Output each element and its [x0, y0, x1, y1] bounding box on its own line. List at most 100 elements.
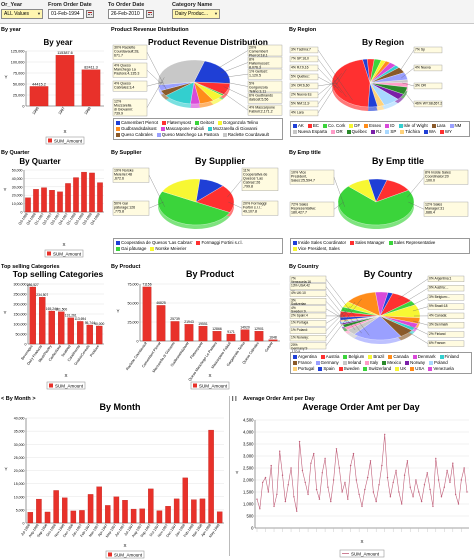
to-date-value: 26-Feb-2010: [111, 11, 140, 17]
data-point: [401, 503, 403, 505]
callout-line: [333, 201, 344, 210]
legend-item: OR: [331, 129, 343, 135]
y-tick-label: 4,500: [243, 418, 254, 423]
bar: [216, 511, 223, 524]
callout-label: 4% Lara: [291, 110, 304, 114]
x-tick-label: Jul-1996: [20, 523, 31, 536]
callout-label: 0% Argentina:1: [429, 276, 452, 280]
legend-swatch: [195, 120, 199, 125]
callout-label: 9% Austria:...: [429, 286, 449, 290]
legend-label: Isle of Wight: [403, 123, 428, 128]
product-revenue-legend: Camembert Pierrot Fløtemysost Geitost Gorgo…: [113, 118, 283, 140]
legend-item: Queso Manchego La Pastora: [156, 132, 219, 138]
legend-swatch: [322, 123, 327, 128]
callout-line: [317, 73, 342, 105]
legend-item: Lara: [431, 123, 446, 129]
data-label: 46825: [156, 301, 166, 305]
chart-title: By year: [44, 38, 73, 47]
legend-item: WY: [439, 129, 452, 135]
callout-label: 1% Portuga: [291, 321, 308, 325]
data-point: [398, 491, 400, 493]
data-point: [463, 467, 465, 469]
data-point: [313, 452, 315, 455]
legend-swatch: [293, 123, 297, 128]
bar: [81, 171, 87, 213]
data-point: [270, 464, 272, 467]
pie-slice: [348, 179, 377, 203]
chart-title: By Month: [100, 402, 141, 412]
legend-item: Fløtemysost: [162, 120, 191, 126]
callout-label: 3% Switzerlan: [291, 299, 306, 307]
legend-label: Cooperativa de Quesos 'Las Cabras': [121, 240, 193, 245]
callout-line: [404, 329, 429, 344]
nav-arrows[interactable]: | |: [232, 396, 237, 402]
data-point: [332, 479, 335, 481]
legend-swatch: [47, 251, 51, 256]
data-point: [324, 457, 326, 460]
panel-by-region: By Region By Region 3% Táchira:7 7% SP:16,…: [288, 27, 474, 145]
legend-label: Fløtemysost: [167, 120, 191, 125]
to-date-label: To Order Date: [108, 2, 145, 8]
panel-title: By Region: [289, 27, 317, 33]
data-label: 25739: [170, 317, 180, 321]
or-year-select[interactable]: ALL Values ▼: [1, 9, 43, 19]
callout-label: 30% Raclette Courdavault:28, 671.7: [114, 46, 139, 58]
callout-line: [412, 306, 429, 312]
callout-line: [317, 77, 339, 96]
callout-label: 13% USA:42,...: [291, 284, 310, 292]
chart-title: By Emp title: [372, 156, 424, 166]
bar: [53, 490, 59, 524]
by-supplier-legend: Cooperativa de Quesos 'Las Cabras' Formag…: [113, 238, 283, 254]
x-tick-label: Geitost: [264, 341, 274, 353]
to-date-input[interactable]: 26-Feb-2010: [108, 9, 144, 19]
y-tick-label: 100,000: [11, 61, 25, 65]
data-point: [437, 479, 440, 481]
data-label: 12866: [212, 327, 222, 331]
legend-label: Poland: [434, 360, 448, 365]
data-label: 286,527: [27, 283, 39, 287]
panel-by-quarter: By Quarter By Quarter 0 10,000 20,000 30,000…: [0, 150, 108, 262]
bar: [48, 310, 55, 345]
calendar-icon[interactable]: [146, 10, 154, 18]
x-tick-label: 1998: [84, 106, 92, 115]
data-point: [256, 498, 258, 500]
legend-item: Cooperativa de Quesos 'Las Cabras': [116, 240, 192, 246]
callout-box: [289, 312, 327, 319]
legend-label: USA: [415, 366, 425, 371]
y-tick-label: 25,000: [128, 321, 139, 325]
callout-line: [409, 297, 429, 307]
x-tick-label: Q3-1996: [18, 212, 29, 225]
callout-label: 2% Nueva Es: [291, 92, 312, 96]
calendar-icon[interactable]: [86, 10, 94, 18]
bar: [156, 305, 166, 342]
legend-item: DF: [349, 123, 360, 129]
data-point: [381, 464, 383, 467]
category-select[interactable]: Dairy Produc... ▼: [172, 9, 220, 19]
legend-swatch: [116, 246, 120, 251]
y-tick-label: 1,500: [243, 490, 254, 495]
panel-title[interactable]: < By Month >: [1, 396, 36, 402]
legend-label: Gai pâturage: [121, 246, 147, 251]
legend-swatch: [363, 366, 368, 371]
legend-swatch: [439, 129, 444, 134]
bar: [191, 499, 197, 524]
data-point: [327, 486, 329, 488]
data-label: 115387.6: [57, 51, 73, 55]
legend-swatch: [429, 360, 434, 365]
callout-label: 72% Sales Representative: 180,427.7: [291, 203, 316, 215]
by-region-legend: AK BC Co. Cork DF Essex ID Isle of Wight Lara NM…: [290, 121, 470, 137]
callout-label: 4% Nueva: [415, 65, 431, 69]
data-point: [318, 498, 321, 500]
data-point: [349, 464, 352, 467]
bar: [70, 510, 77, 524]
data-point: [276, 493, 278, 496]
bar: [240, 329, 250, 342]
x-tick-label: Q1-1997: [34, 212, 45, 225]
legend-swatch: [331, 129, 336, 134]
panel-by-country: By Country By Country7%Venezuela:16,...1…: [288, 264, 474, 392]
from-date-input[interactable]: 01-Feb-1994: [48, 9, 84, 19]
bar: [198, 325, 208, 342]
by-quarter-chart: By Quarter 0 10,000 20,000 30,000 40,000 50,00…: [3, 157, 104, 258]
callout-box: [289, 305, 327, 313]
data-point: [287, 484, 289, 486]
